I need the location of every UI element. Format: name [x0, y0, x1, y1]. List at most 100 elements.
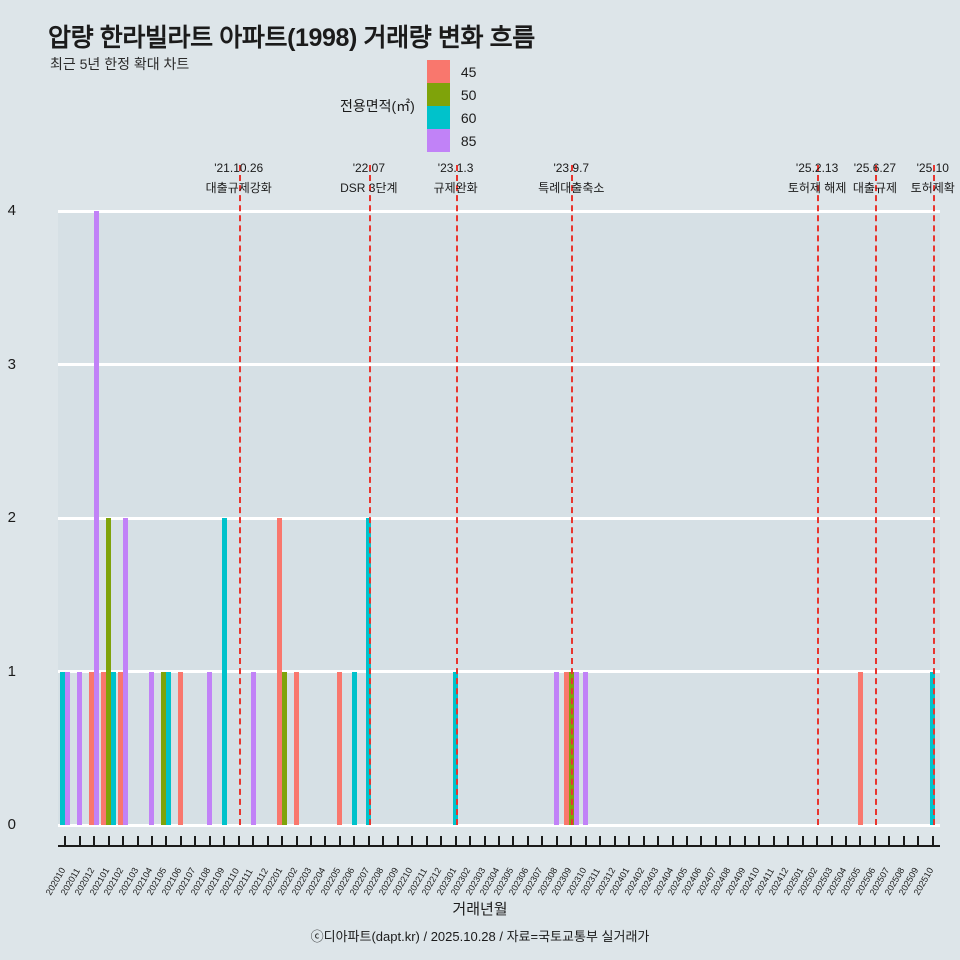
x-tick-mark-202011: [78, 836, 81, 847]
bar-202106-45[interactable]: [178, 671, 184, 825]
bar-202310-85[interactable]: [583, 671, 589, 825]
x-tick-mark-202205: [338, 836, 341, 847]
x-axis-title: 거래년월: [452, 901, 508, 918]
gridline-3: [58, 363, 940, 366]
bar-202309-45[interactable]: [563, 671, 569, 825]
x-tick-mark-202112: [266, 836, 269, 847]
event-date-202502: '25.2.13: [795, 161, 839, 175]
bar-202108-85[interactable]: [207, 671, 213, 825]
x-tick-mark-202106: [179, 836, 182, 847]
bar-202201-50[interactable]: [282, 671, 288, 825]
bar-202101-50[interactable]: [106, 518, 112, 825]
event-line-202207: [368, 165, 371, 825]
legend-swatch-60: [426, 106, 450, 129]
x-tick-mark-202101: [107, 836, 110, 847]
x-tick-mark-202109: [223, 836, 226, 847]
y-tick-label-2: 2: [7, 509, 16, 526]
legend-item-85[interactable]: 85: [426, 129, 491, 152]
bar-202102-45[interactable]: [118, 671, 124, 825]
bar-202010-85[interactable]: [65, 671, 71, 825]
x-tick-mark-202502: [816, 836, 819, 847]
bar-202105-50[interactable]: [161, 671, 167, 825]
x-tick-mark-202412: [787, 836, 790, 847]
bar-202102-85[interactable]: [123, 518, 129, 825]
bar-202101-45[interactable]: [101, 671, 107, 825]
event-annotation-202301: '23.1.3 규제완화: [434, 158, 478, 198]
bar-202309-85[interactable]: [573, 671, 579, 825]
x-tick-mark-202410: [758, 836, 761, 847]
legend-item-50[interactable]: 50: [426, 83, 491, 106]
bar-202104-85[interactable]: [149, 671, 155, 825]
bar-202111-85[interactable]: [250, 671, 256, 825]
x-tick-mark-202304: [498, 836, 500, 847]
x-tick-mark-202307: [541, 836, 544, 847]
x-tick-mark-202103: [136, 836, 139, 847]
bar-202206-60[interactable]: [351, 671, 357, 825]
bar-202105-60[interactable]: [166, 671, 172, 825]
legend-swatch-50: [426, 83, 450, 106]
x-tick-mark-202104: [150, 836, 153, 847]
legend-label-85: 85: [460, 132, 477, 149]
x-tick-mark-202010: [64, 836, 67, 847]
x-tick-mark-202310: [584, 836, 587, 847]
legend-item-60[interactable]: 60: [426, 106, 491, 129]
x-tick-mark-202306: [526, 836, 529, 847]
bar-202202-45[interactable]: [294, 671, 300, 825]
x-tick-mark-202508: [902, 836, 905, 847]
legend-label-60: 60: [460, 109, 477, 126]
event-line-202309: [571, 165, 574, 825]
gridline-4: [58, 209, 940, 213]
x-tick-mark-202507: [888, 836, 891, 847]
bar-202010-60[interactable]: [60, 671, 66, 825]
x-tick-mark-202404: [671, 836, 674, 847]
bar-202012-45[interactable]: [89, 671, 95, 825]
x-tick-mark-202401: [628, 836, 631, 847]
bar-202205-45[interactable]: [337, 671, 343, 825]
x-tick-mark-202305: [512, 836, 515, 847]
bar-202101-60[interactable]: [111, 671, 117, 825]
gridline-0: [58, 823, 940, 827]
legend-swatch-85: [426, 129, 450, 152]
legend-items: 45 50 60 85: [426, 60, 497, 152]
x-tick-mark-202411: [772, 836, 775, 847]
event-line-202502: [817, 165, 820, 825]
event-date-202207: '22.07: [352, 161, 386, 175]
x-tick-mark-202405: [685, 836, 688, 847]
event-name-202309: 특례대출축소: [538, 181, 605, 195]
event-line-202506: [874, 165, 877, 825]
x-tick-mark-202208: [382, 836, 385, 847]
x-tick-mark-202402: [642, 836, 645, 847]
event-name-202301: 규제완화: [433, 181, 478, 195]
event-annotation-202309: '23.9.7 특례대출축소: [538, 158, 604, 198]
x-tick-mark-202204: [324, 836, 327, 847]
y-tick-label-3: 3: [7, 355, 16, 373]
x-tick-mark-202212: [440, 836, 443, 847]
bar-202505-45[interactable]: [857, 671, 863, 825]
bar-202012-85[interactable]: [94, 211, 100, 825]
chart-subtitle: 최근 5년 한정 확대 차트: [50, 56, 190, 72]
event-date-202309: '23.9.7: [553, 161, 590, 175]
x-tick-mark-202102: [122, 836, 125, 847]
bar-202308-85[interactable]: [554, 671, 560, 825]
y-tick-label-1: 1: [7, 662, 16, 680]
event-line-202510: [932, 165, 935, 825]
legend-label-50: 50: [460, 86, 477, 103]
x-tick-mark-202105: [165, 836, 168, 847]
event-annotation-202207: '22.07 DSR 3단계: [340, 158, 397, 198]
bar-202011-85[interactable]: [77, 671, 83, 825]
event-name-202502: 토허제 해제: [787, 181, 847, 195]
x-tick-mark-202108: [208, 836, 211, 847]
plot-area: [58, 165, 940, 827]
x-tick-mark-202406: [700, 836, 703, 847]
event-annotation-202110: '21.10.26 대출규제강화: [206, 158, 272, 198]
legend-item-45[interactable]: 45: [426, 60, 491, 83]
bar-202201-45[interactable]: [277, 518, 283, 825]
x-tick-mark-202302: [469, 836, 472, 847]
event-date-202301: '23.1.3: [437, 161, 474, 175]
event-date-202506: '25.6.27: [853, 161, 897, 175]
event-name-202506: 대출규제: [852, 181, 898, 195]
bar-202109-60[interactable]: [221, 518, 227, 825]
event-annotation-202510: '25.10 토허제확: [911, 158, 955, 198]
x-tick-mark-202503: [830, 836, 833, 847]
x-tick-mark-202510: [931, 836, 934, 847]
